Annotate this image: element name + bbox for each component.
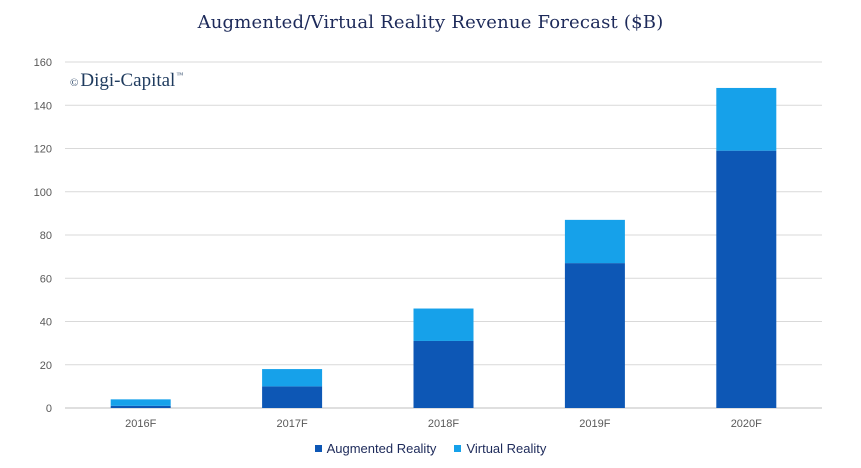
bar-virtual-reality-2017f <box>262 369 323 387</box>
x-tick-label: 2019F <box>579 418 610 430</box>
y-tick-label: 60 <box>40 273 52 285</box>
legend-label-virtual-reality: Virtual Reality <box>466 441 547 456</box>
y-tick-label: 160 <box>34 57 52 69</box>
x-tick-label: 2018F <box>428 418 459 430</box>
chart-title: Augmented/Virtual Reality Revenue Foreca… <box>197 12 664 33</box>
bar-virtual-reality-2020f <box>716 87 777 151</box>
legend-item-virtual-reality: Virtual Reality <box>454 441 546 456</box>
bar-virtual-reality-2016f <box>110 399 171 406</box>
y-axis-labels: 0 20 40 60 80 100 120 140 160 <box>34 57 52 415</box>
x-tick-label: 2016F <box>125 418 156 430</box>
y-tick-label: 20 <box>40 360 52 372</box>
bar-virtual-reality-2019f <box>564 219 625 264</box>
legend-swatch-virtual-reality <box>454 445 462 452</box>
y-tick-label: 80 <box>40 230 52 242</box>
bar-augmented-reality-2017f <box>262 386 323 408</box>
legend-swatch-augmented-reality <box>314 445 322 452</box>
bar-augmented-reality-2019f <box>564 263 625 408</box>
y-tick-label: 140 <box>34 100 52 112</box>
logo-trademark: ™ <box>176 71 184 79</box>
legend-label-augmented-reality: Augmented Reality <box>326 441 437 456</box>
logo-name: Digi-Capital <box>80 70 176 91</box>
bar-augmented-reality-2018f <box>413 340 474 408</box>
y-tick-label: 100 <box>34 187 52 199</box>
y-tick-label: 40 <box>40 317 52 329</box>
bars <box>110 87 777 408</box>
bar-virtual-reality-2018f <box>413 308 474 341</box>
digi-capital-logo: © Digi-Capital ™ <box>70 70 183 92</box>
x-tick-label: 2017F <box>276 418 307 430</box>
legend: Augmented Reality Virtual Reality <box>0 441 861 456</box>
x-axis-labels: 2016F 2017F 2018F 2019F 2020F <box>125 418 762 430</box>
x-tick-label: 2020F <box>731 418 762 430</box>
bar-augmented-reality-2016f <box>110 405 171 408</box>
legend-item-augmented-reality: Augmented Reality <box>314 441 437 456</box>
bar-augmented-reality-2020f <box>716 150 777 408</box>
logo-symbol: © <box>70 77 79 89</box>
y-tick-label: 0 <box>46 403 52 415</box>
y-tick-label: 120 <box>34 144 52 156</box>
